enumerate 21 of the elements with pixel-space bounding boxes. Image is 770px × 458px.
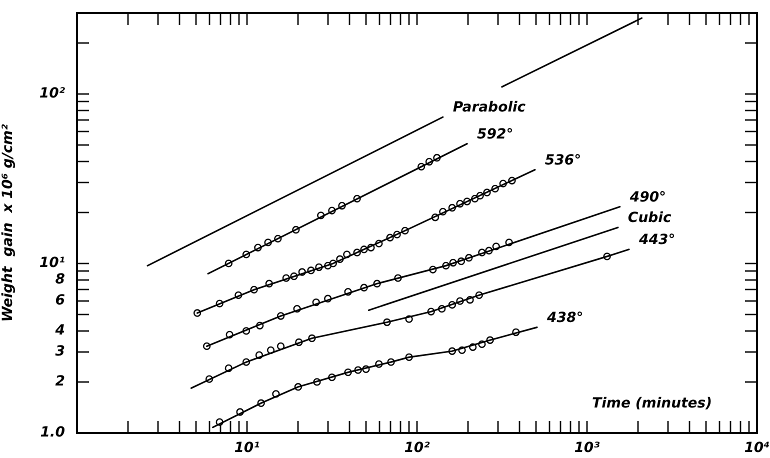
x-tick-label: 10³ [574, 440, 600, 456]
series-label: 592° [477, 126, 514, 142]
y-tick-label: 6 [55, 292, 66, 309]
series-label: 490° [628, 189, 666, 206]
y-tick-label: 8 [55, 272, 66, 288]
series-label: 443° [638, 232, 676, 248]
y-tick-label: 10² [39, 86, 66, 102]
y-axis-title: Weight gain x 10⁶ g/cm² [0, 123, 16, 322]
series-label: 536° [544, 152, 582, 168]
y-tick-label: 1.0 [40, 424, 66, 441]
y-tick-label: 4 [54, 322, 65, 339]
y-tick-label: 2 [55, 374, 65, 390]
y-tick-label: 3 [55, 344, 65, 360]
x-tick-label: 10⁴ [744, 440, 770, 456]
x-axis-title: Time (minutes) [592, 396, 712, 412]
x-tick-label: 10¹ [234, 440, 260, 456]
series-label: Parabolic [452, 100, 526, 116]
series-label: 438° [546, 310, 584, 326]
series-label: Cubic [628, 210, 672, 226]
x-tick-label: 10² [404, 440, 431, 456]
y-tick-label: 10¹ [39, 255, 65, 272]
